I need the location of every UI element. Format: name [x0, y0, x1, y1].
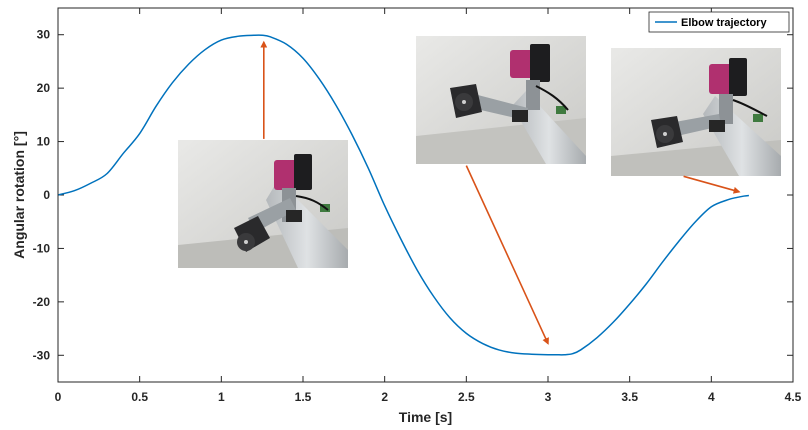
x-tick-label: 1 — [218, 390, 225, 404]
x-tick-label: 0.5 — [131, 390, 148, 404]
series-line-elbow-trajectory — [57, 34, 749, 356]
y-tick-label: -30 — [33, 348, 51, 362]
x-tick-label: 4 — [708, 390, 715, 404]
y-tick-label: 0 — [43, 188, 50, 202]
x-tick-label: 2.5 — [458, 390, 475, 404]
x-tick-label: 3 — [545, 390, 552, 404]
legend: Elbow trajectory — [648, 11, 790, 33]
y-axis-title: Angular rotation [°] — [11, 131, 27, 259]
y-tick-label: -20 — [33, 295, 51, 309]
x-tick-label: 2 — [381, 390, 388, 404]
annotation-arrow — [465, 165, 549, 345]
legend-box — [648, 11, 790, 33]
x-axis-title: Time [s] — [399, 409, 452, 425]
robot-photo-trough — [416, 36, 586, 164]
legend-label: Elbow trajectory — [681, 17, 767, 29]
y-tick-label: 30 — [37, 28, 51, 42]
plot-series — [57, 34, 749, 356]
annotation-arrow — [683, 175, 741, 194]
x-tick-label: 3.5 — [621, 390, 638, 404]
x-tick-label: 4.5 — [785, 390, 802, 404]
x-tick-label: 0 — [55, 390, 62, 404]
robot-photo-peak — [178, 140, 348, 268]
x-tick-label: 1.5 — [295, 390, 312, 404]
axes-box — [57, 7, 794, 383]
robot-photo-end — [611, 48, 781, 176]
arrow-annotations — [260, 40, 741, 345]
y-tick-label: 10 — [37, 135, 51, 149]
y-tick-label: 20 — [37, 81, 51, 95]
tick-labels: 0 0.5 1 1.5 2 2.5 3 3.5 4 4.5 30 20 10 0 -10 -20 -30 — [33, 28, 802, 404]
y-tick-label: -10 — [33, 241, 51, 255]
